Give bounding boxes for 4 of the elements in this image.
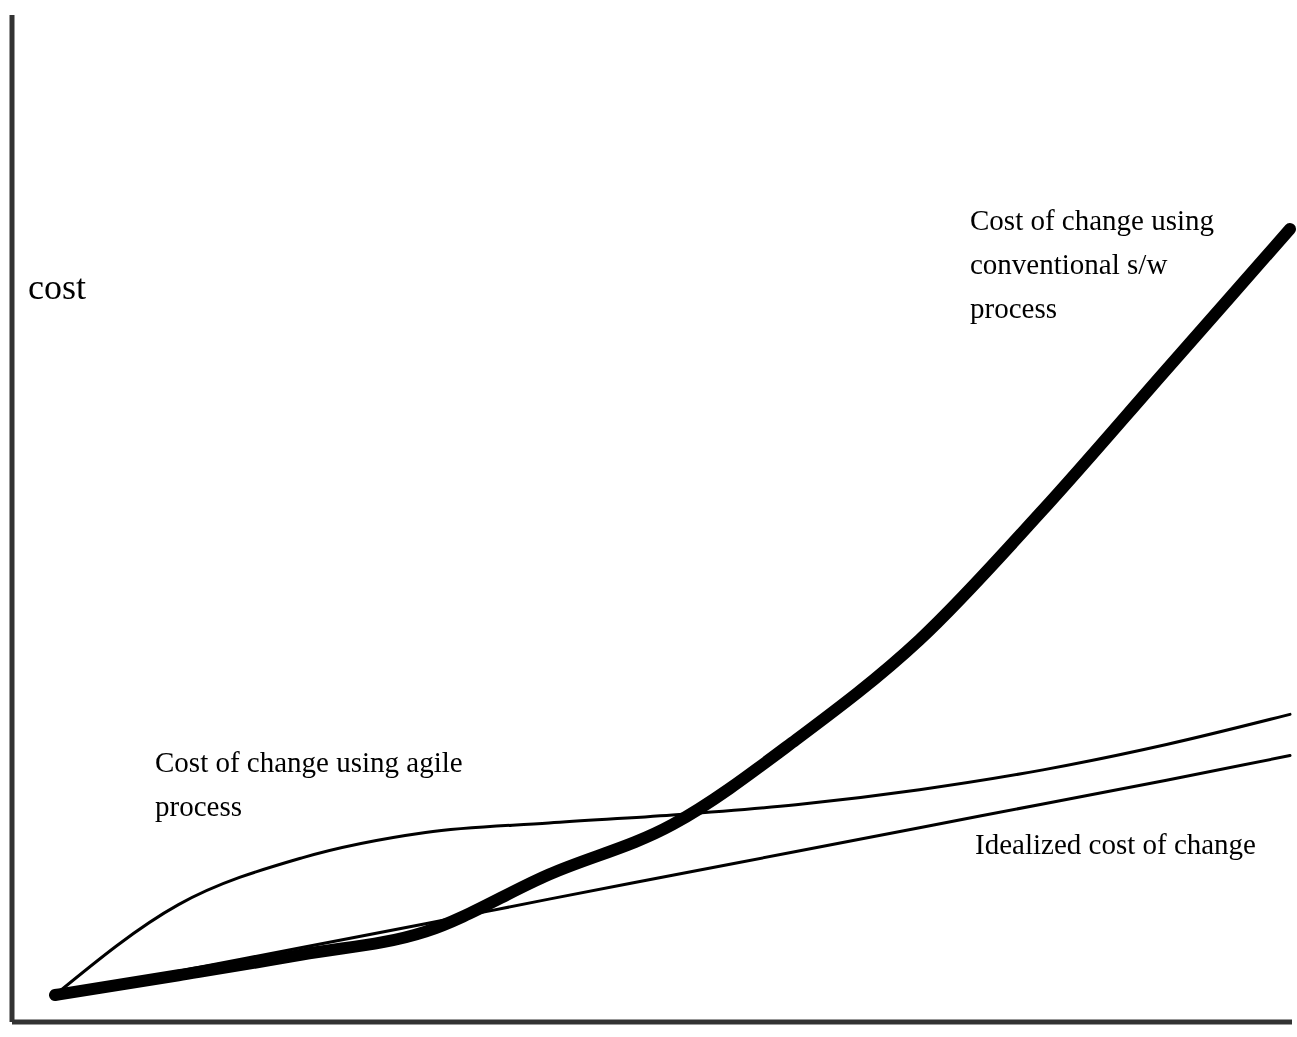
y-axis-title: cost: [28, 266, 86, 308]
annotation: Cost of change using agile process: [155, 745, 464, 824]
annotation: Idealized cost of change: [975, 827, 1257, 862]
annotation: Cost of change using conventional s/w process: [970, 203, 1216, 326]
